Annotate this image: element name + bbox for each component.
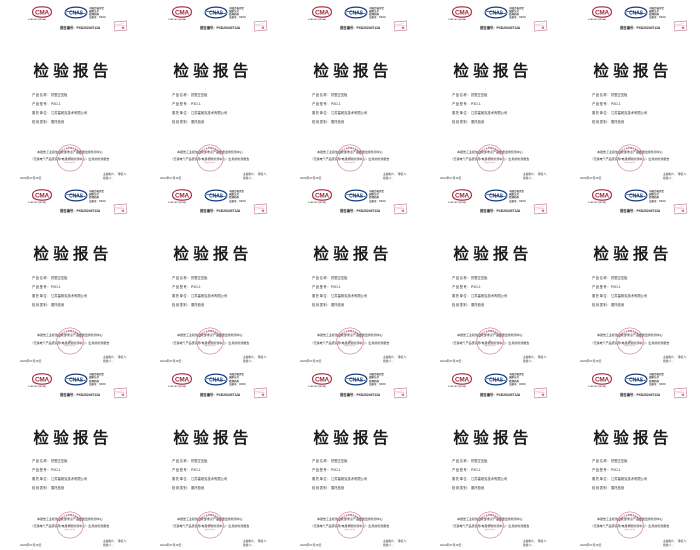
svg-text:CMA: CMA — [595, 193, 610, 200]
svg-text:CNAS: CNAS — [489, 194, 504, 200]
svg-text:CMA: CMA — [595, 376, 610, 383]
svg-text:无锡市产品质量监督检验院: 无锡市产品质量监督检验院 — [337, 329, 363, 340]
svg-text:无锡市产品质量监督检验院: 无锡市产品质量监督检验院 — [197, 329, 223, 340]
svg-text:检验检测专用章: 检验检测专用章 — [484, 344, 496, 347]
svg-text:CNAS: CNAS — [69, 377, 84, 383]
svg-text:CNAS: CNAS — [209, 194, 224, 200]
svg-text:检验检测专用章: 检验检测专用章 — [344, 528, 356, 531]
svg-text:无锡市产品质量监督检验院: 无锡市产品质量监督检验院 — [617, 329, 643, 340]
svg-text:检验检测专用章: 检验检测专用章 — [484, 528, 496, 531]
svg-text:检验检测专用章: 检验检测专用章 — [64, 161, 76, 164]
svg-text:无锡市产品质量监督检验院: 无锡市产品质量监督检验院 — [617, 512, 643, 523]
svg-text:检验检测专用章: 检验检测专用章 — [624, 528, 636, 531]
svg-text:CNAS: CNAS — [69, 194, 84, 200]
svg-text:无锡市产品质量监督检验院: 无锡市产品质量监督检验院 — [57, 146, 83, 157]
svg-text:检验检测专用章: 检验检测专用章 — [64, 528, 76, 531]
svg-text:检验检测专用章: 检验检测专用章 — [344, 344, 356, 347]
svg-text:CMA: CMA — [455, 9, 470, 16]
svg-text:CMA: CMA — [35, 9, 50, 16]
svg-text:无锡市产品质量监督检验院: 无锡市产品质量监督检验院 — [197, 512, 223, 523]
svg-text:无锡市产品质量监督检验院: 无锡市产品质量监督检验院 — [477, 512, 503, 523]
svg-text:无锡市产品质量监督检验院: 无锡市产品质量监督检验院 — [617, 146, 643, 157]
svg-text:CMA: CMA — [175, 193, 190, 200]
svg-text:无锡市产品质量监督检验院: 无锡市产品质量监督检验院 — [197, 146, 223, 157]
svg-text:CMA: CMA — [315, 376, 330, 383]
svg-text:检验检测专用章: 检验检测专用章 — [204, 344, 216, 347]
svg-text:无锡市产品质量监督检验院: 无锡市产品质量监督检验院 — [477, 146, 503, 157]
svg-text:CMA: CMA — [175, 376, 190, 383]
svg-text:检验检测专用章: 检验检测专用章 — [204, 528, 216, 531]
svg-text:无锡市产品质量监督检验院: 无锡市产品质量监督检验院 — [337, 146, 363, 157]
svg-text:CNAS: CNAS — [209, 377, 224, 383]
svg-text:检验检测专用章: 检验检测专用章 — [484, 161, 496, 164]
svg-text:CNAS: CNAS — [69, 10, 84, 16]
svg-text:CNAS: CNAS — [349, 10, 364, 16]
svg-text:CMA: CMA — [35, 376, 50, 383]
svg-text:检验检测专用章: 检验检测专用章 — [344, 161, 356, 164]
svg-text:无锡市产品质量监督检验院: 无锡市产品质量监督检验院 — [57, 329, 83, 340]
svg-text:CNAS: CNAS — [349, 377, 364, 383]
svg-text:CNAS: CNAS — [489, 377, 504, 383]
svg-text:CNAS: CNAS — [629, 194, 644, 200]
svg-text:CNAS: CNAS — [629, 10, 644, 16]
svg-text:CNAS: CNAS — [629, 377, 644, 383]
svg-text:CNAS: CNAS — [489, 10, 504, 16]
svg-text:CMA: CMA — [455, 376, 470, 383]
svg-text:检验检测专用章: 检验检测专用章 — [64, 344, 76, 347]
svg-text:CNAS: CNAS — [209, 10, 224, 16]
svg-text:CMA: CMA — [315, 9, 330, 16]
svg-text:无锡市产品质量监督检验院: 无锡市产品质量监督检验院 — [57, 512, 83, 523]
svg-text:CNAS: CNAS — [349, 194, 364, 200]
svg-text:无锡市产品质量监督检验院: 无锡市产品质量监督检验院 — [477, 329, 503, 340]
svg-text:CMA: CMA — [315, 193, 330, 200]
svg-text:无锡市产品质量监督检验院: 无锡市产品质量监督检验院 — [337, 512, 363, 523]
svg-text:CMA: CMA — [595, 9, 610, 16]
svg-text:CMA: CMA — [175, 9, 190, 16]
svg-text:检验检测专用章: 检验检测专用章 — [204, 161, 216, 164]
svg-text:检验检测专用章: 检验检测专用章 — [624, 344, 636, 347]
svg-text:CMA: CMA — [455, 193, 470, 200]
svg-text:CMA: CMA — [35, 193, 50, 200]
svg-text:检验检测专用章: 检验检测专用章 — [624, 161, 636, 164]
